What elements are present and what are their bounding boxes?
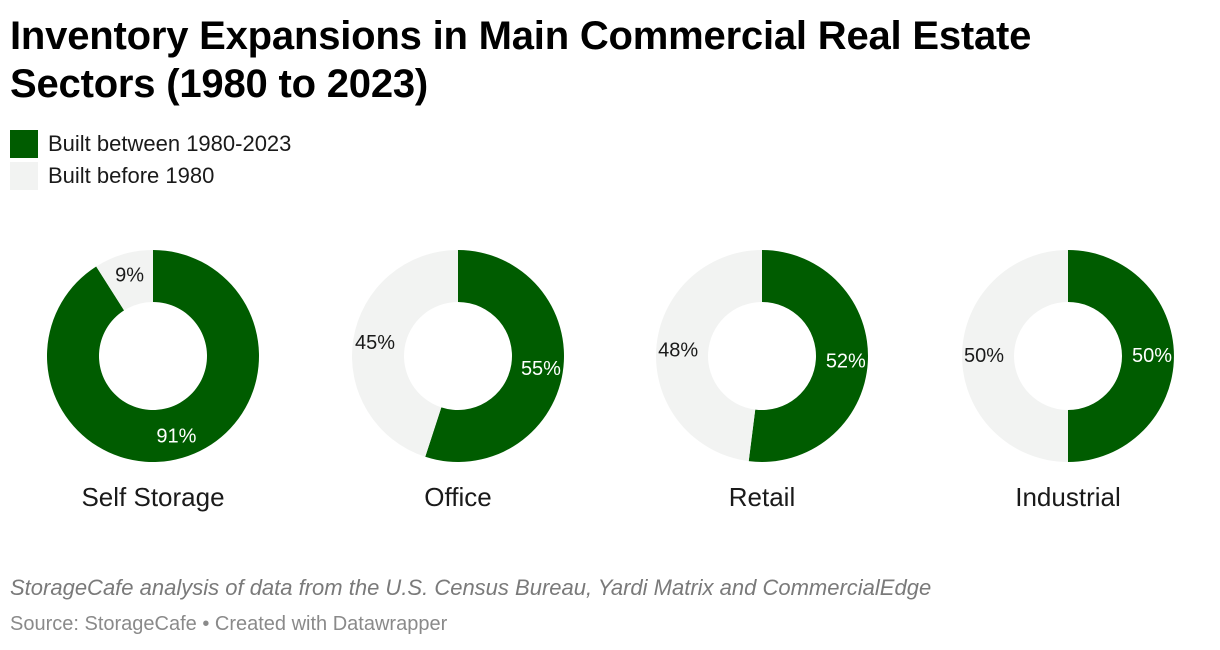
data-label-office-built-before-1980: 45%: [355, 332, 395, 354]
chart-label-office: Office: [424, 482, 492, 512]
legend-item-built-before-1980: Built before 1980: [10, 160, 291, 192]
donut-slice-self-storage-built-before-1980: [96, 250, 153, 311]
donut-slice-office-built-between-1980-2023: [425, 250, 565, 463]
data-label-industrial-built-before-1980: 50%: [964, 345, 1004, 367]
legend-swatch-built-1980-2023: [10, 130, 38, 158]
chart-label-industrial: Industrial: [1015, 482, 1121, 512]
data-label-office-built-between-1980-2023: 55%: [521, 358, 561, 380]
donut-slice-industrial-built-between-1980-2023: [1068, 250, 1174, 462]
donut-slice-office-built-before-1980: [352, 250, 458, 457]
data-label-retail-built-between-1980-2023: 52%: [826, 350, 866, 372]
data-label-self-storage-built-before-1980: 9%: [115, 264, 144, 286]
donut-slice-self-storage-built-between-1980-2023: [47, 250, 260, 462]
legend-label-built-1980-2023: Built between 1980-2023: [48, 131, 292, 156]
chart-source-footer: Source: StorageCafe • Created with Dataw…: [10, 613, 448, 635]
chart-title: Inventory Expansions in Main Commercial …: [10, 14, 1032, 106]
legend-item-built-1980-2023: Built between 1980-2023: [10, 128, 291, 160]
data-label-self-storage-built-between-1980-2023: 91%: [156, 426, 196, 448]
legend-label-built-before-1980: Built before 1980: [48, 163, 215, 188]
donut-slice-retail-built-before-1980: [655, 250, 762, 462]
donut-slice-retail-built-between-1980-2023: [748, 250, 868, 462]
chart-label-retail: Retail: [728, 482, 796, 512]
legend: Built between 1980-2023 Built before 198…: [10, 128, 291, 192]
data-label-industrial-built-between-1980-2023: 50%: [1132, 345, 1172, 367]
chart-label-self-storage: Self Storage: [81, 482, 225, 512]
legend-swatch-built-before-1980: [10, 162, 38, 190]
data-label-retail-built-before-1980: 48%: [658, 340, 698, 362]
donut-slice-industrial-built-before-1980: [962, 250, 1068, 462]
chart-notes: StorageCafe analysis of data from the U.…: [10, 575, 932, 600]
